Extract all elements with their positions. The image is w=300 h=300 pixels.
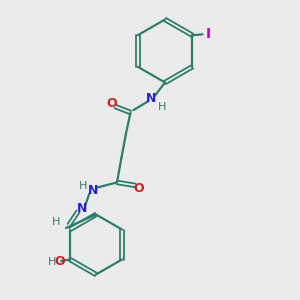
- Text: O: O: [133, 182, 144, 195]
- Text: I: I: [205, 27, 210, 41]
- Text: H: H: [79, 181, 88, 191]
- Text: H: H: [52, 217, 61, 227]
- Text: N: N: [88, 184, 98, 197]
- Text: H: H: [48, 257, 56, 267]
- Text: O: O: [55, 255, 65, 268]
- Text: O: O: [106, 97, 117, 110]
- Text: N: N: [76, 202, 87, 215]
- Text: H: H: [158, 102, 166, 112]
- Text: N: N: [146, 92, 157, 105]
